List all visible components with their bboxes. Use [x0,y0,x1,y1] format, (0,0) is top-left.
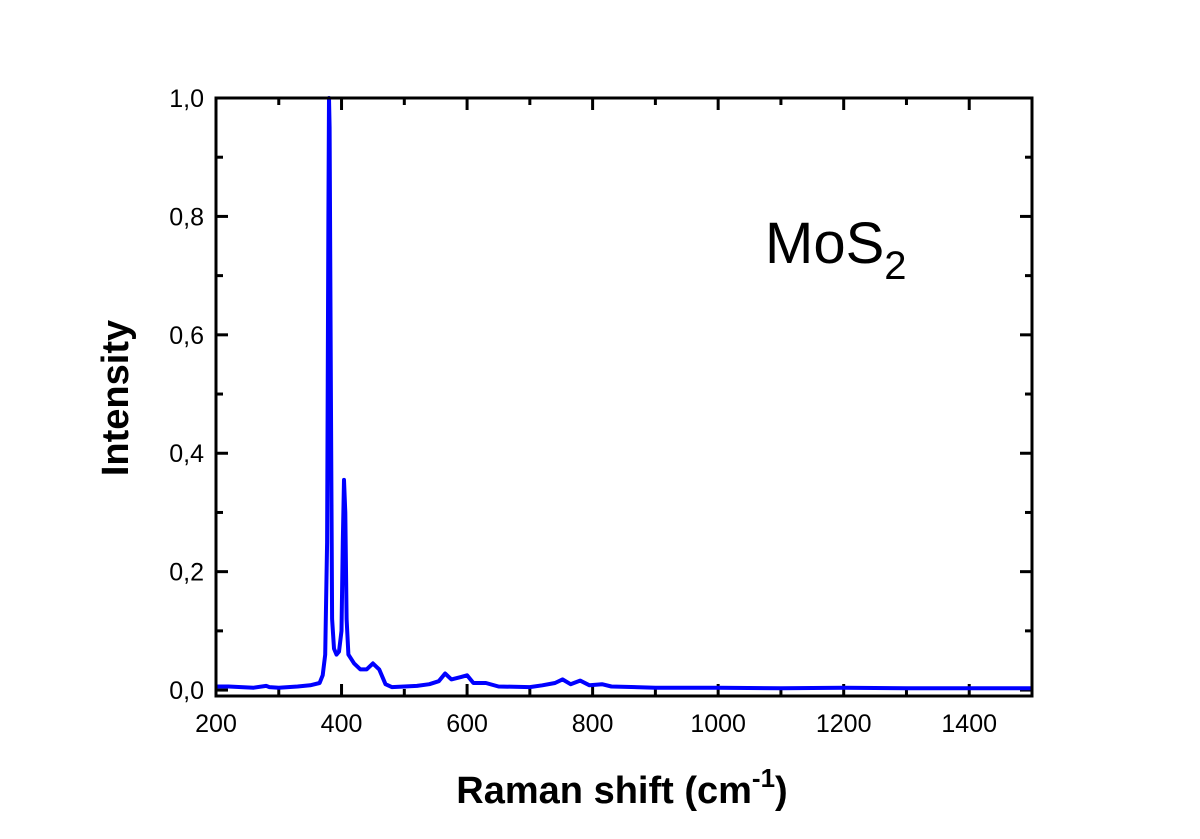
y-tick-label: 0,0 [169,677,204,705]
x-tick-label: 800 [572,710,614,738]
y-tick-label: 1,0 [169,85,204,113]
plot-frame [214,96,1034,698]
x-tick-label: 400 [321,710,363,738]
y-tick-label: 0,6 [169,322,204,350]
x-tick-label: 600 [446,710,488,738]
x-tick-label: 200 [195,710,237,738]
x-tick-label: 1200 [816,710,872,738]
annotation-mos2: MoS2 [765,211,907,288]
ticks [214,96,1032,696]
x-axis-label: Raman shift (cm-1) [456,763,787,812]
y-tick-label: 0,2 [169,559,204,587]
series-line [216,96,1032,691]
y-tick-label: 0,8 [169,203,204,231]
x-tick-label: 1000 [690,710,746,738]
tick-labels: 200 400 600 800 1000 1200 1400 0,0 0,2 0,4 0,6 0,8 1… [169,85,997,738]
y-axis-label: Intensity [95,320,137,476]
y-tick-label: 0,4 [169,440,204,468]
x-tick-label: 1400 [941,710,997,738]
